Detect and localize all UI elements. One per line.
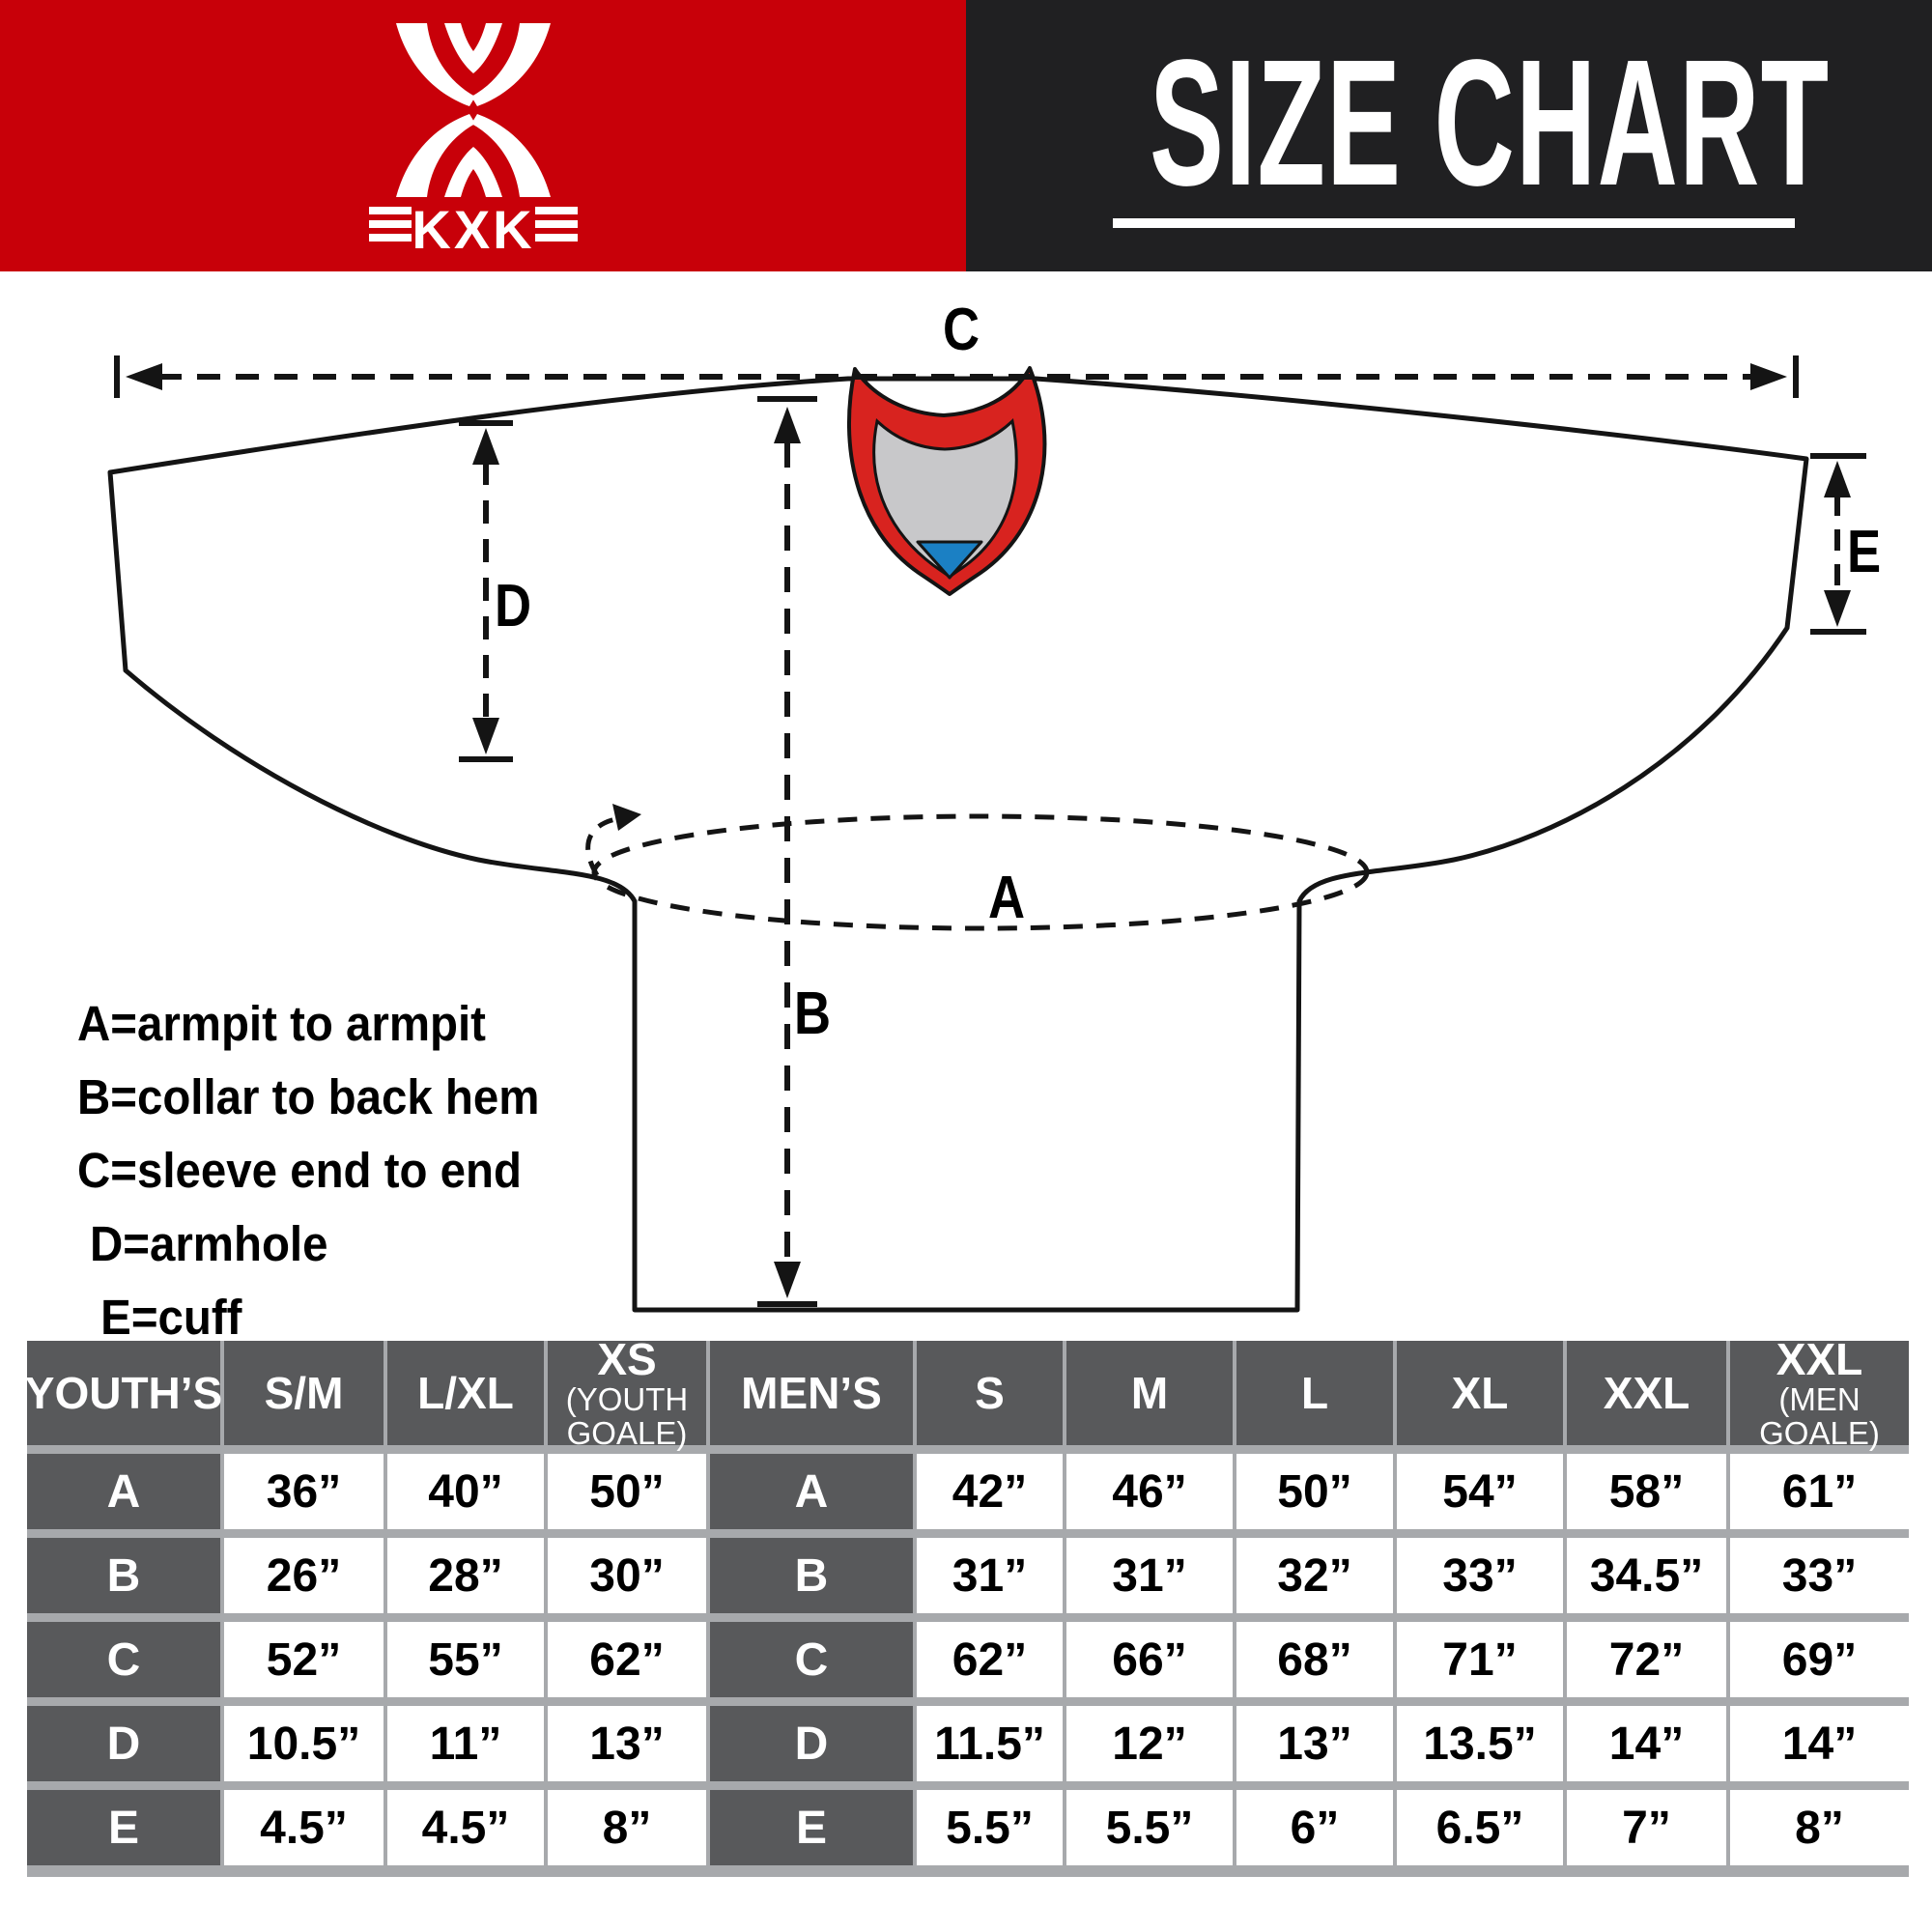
table-cell: 8” <box>1730 1790 1909 1865</box>
table-cell: 13” <box>548 1706 706 1781</box>
table-cell: 69” <box>1730 1622 1909 1697</box>
row-label-men: C <box>710 1622 913 1697</box>
logo-mark-top <box>396 23 551 106</box>
table-cell: 4.5” <box>224 1790 384 1865</box>
row-label-youth: E <box>27 1790 220 1865</box>
table-cell: 12” <box>1066 1706 1233 1781</box>
row-label-men: E <box>710 1790 913 1865</box>
jersey-outline <box>107 376 1809 1313</box>
table-cell: 33” <box>1730 1538 1909 1613</box>
table-cell: 62” <box>917 1622 1063 1697</box>
table-cell: 52” <box>224 1622 384 1697</box>
table-cell: 5.5” <box>917 1790 1063 1865</box>
table-cell: 14” <box>1567 1706 1726 1781</box>
table-cell: 5.5” <box>1066 1790 1233 1865</box>
label-e: E <box>1847 519 1881 585</box>
jersey-diagram: C D B E A <box>107 297 1881 1313</box>
logo-text: KXK <box>412 199 534 259</box>
legend-item-a: A=armpit to armpit <box>77 996 486 1051</box>
col-header-mens: MEN’S <box>710 1341 913 1445</box>
col-header-xxl: XXL <box>1567 1341 1726 1445</box>
col-header-lxl: L/XL <box>387 1341 544 1445</box>
legend-item-e: E=cuff <box>100 1290 242 1345</box>
col-header-m: M <box>1066 1341 1233 1445</box>
legend-item-d: D=armhole <box>90 1216 328 1271</box>
col-header-l: L <box>1236 1341 1393 1445</box>
logo-mark-bottom <box>396 114 551 197</box>
label-a: A <box>988 865 1025 931</box>
row-label-youth: B <box>27 1538 220 1613</box>
col-header-xs-youth-goale: XS (YOUTH GOALE) <box>548 1336 706 1450</box>
row-label-youth: D <box>27 1706 220 1781</box>
label-d: D <box>495 573 531 639</box>
row-label-men: A <box>710 1454 913 1529</box>
label-c: C <box>943 297 980 363</box>
table-cell: 31” <box>917 1538 1063 1613</box>
label-b: B <box>794 980 831 1047</box>
table-cell: 55” <box>387 1622 544 1697</box>
legend-item-b: B=collar to back hem <box>77 1069 540 1124</box>
table-cell: 4.5” <box>387 1790 544 1865</box>
table-cell: 42” <box>917 1454 1063 1529</box>
kxk-logo-icon: KXK <box>369 23 578 259</box>
table-cell: 32” <box>1236 1538 1393 1613</box>
table-cell: 61” <box>1730 1454 1909 1529</box>
arrowheads <box>126 363 1851 1298</box>
table-cell: 30” <box>548 1538 706 1613</box>
row-label-men: D <box>710 1706 913 1781</box>
table-cell: 13” <box>1236 1706 1393 1781</box>
table-cell: 58” <box>1567 1454 1726 1529</box>
table-cell: 66” <box>1066 1622 1233 1697</box>
table-cell: 10.5” <box>224 1706 384 1781</box>
table-cell: 7” <box>1567 1790 1726 1865</box>
table-cell: 71” <box>1397 1622 1563 1697</box>
table-cell: 8” <box>548 1790 706 1865</box>
row-label-youth: C <box>27 1622 220 1697</box>
table-cell: 31” <box>1066 1538 1233 1613</box>
measurement-legend: A=armpit to armpit B=collar to back hem … <box>77 987 539 1354</box>
col-header-s: S <box>917 1341 1063 1445</box>
col-header-xxl-men-goale: XXL (MEN GOALE) <box>1730 1336 1909 1450</box>
col-header-xl: XL <box>1397 1341 1563 1445</box>
table-cell: 50” <box>548 1454 706 1529</box>
table-cell: 33” <box>1397 1538 1563 1613</box>
legend-item-c: C=sleeve end to end <box>77 1143 522 1198</box>
row-label-youth: A <box>27 1454 220 1529</box>
table-cell: 14” <box>1730 1706 1909 1781</box>
table-cell: 28” <box>387 1538 544 1613</box>
measure-a-curl <box>585 815 621 877</box>
table-cell: 72” <box>1567 1622 1726 1697</box>
table-cell: 40” <box>387 1454 544 1529</box>
size-table: YOUTH’S S/M L/XL XS (YOUTH GOALE) MEN’S … <box>25 1336 1909 1877</box>
col-header-youths: YOUTH’S <box>25 1341 222 1445</box>
logo-side-bars <box>369 207 578 242</box>
table-cell: 46” <box>1066 1454 1233 1529</box>
collar-blue-insert <box>916 540 983 580</box>
table-cell: 50” <box>1236 1454 1393 1529</box>
table-cell: 6.5” <box>1397 1790 1563 1865</box>
table-cell: 11” <box>387 1706 544 1781</box>
table-cell: 34.5” <box>1567 1538 1726 1613</box>
table-cell: 6” <box>1236 1790 1393 1865</box>
collar-inner-gray <box>872 418 1018 579</box>
table-cell: 11.5” <box>917 1706 1063 1781</box>
row-label-men: B <box>710 1538 913 1613</box>
table-cell: 13.5” <box>1397 1706 1563 1781</box>
table-cell: 26” <box>224 1538 384 1613</box>
table-cell: 36” <box>224 1454 384 1529</box>
title-underline <box>1113 218 1795 228</box>
table-cell: 68” <box>1236 1622 1393 1697</box>
col-header-sm: S/M <box>224 1341 384 1445</box>
table-cell: 54” <box>1397 1454 1563 1529</box>
table-cell: 62” <box>548 1622 706 1697</box>
page-title: SIZE CHART <box>1150 23 1831 223</box>
